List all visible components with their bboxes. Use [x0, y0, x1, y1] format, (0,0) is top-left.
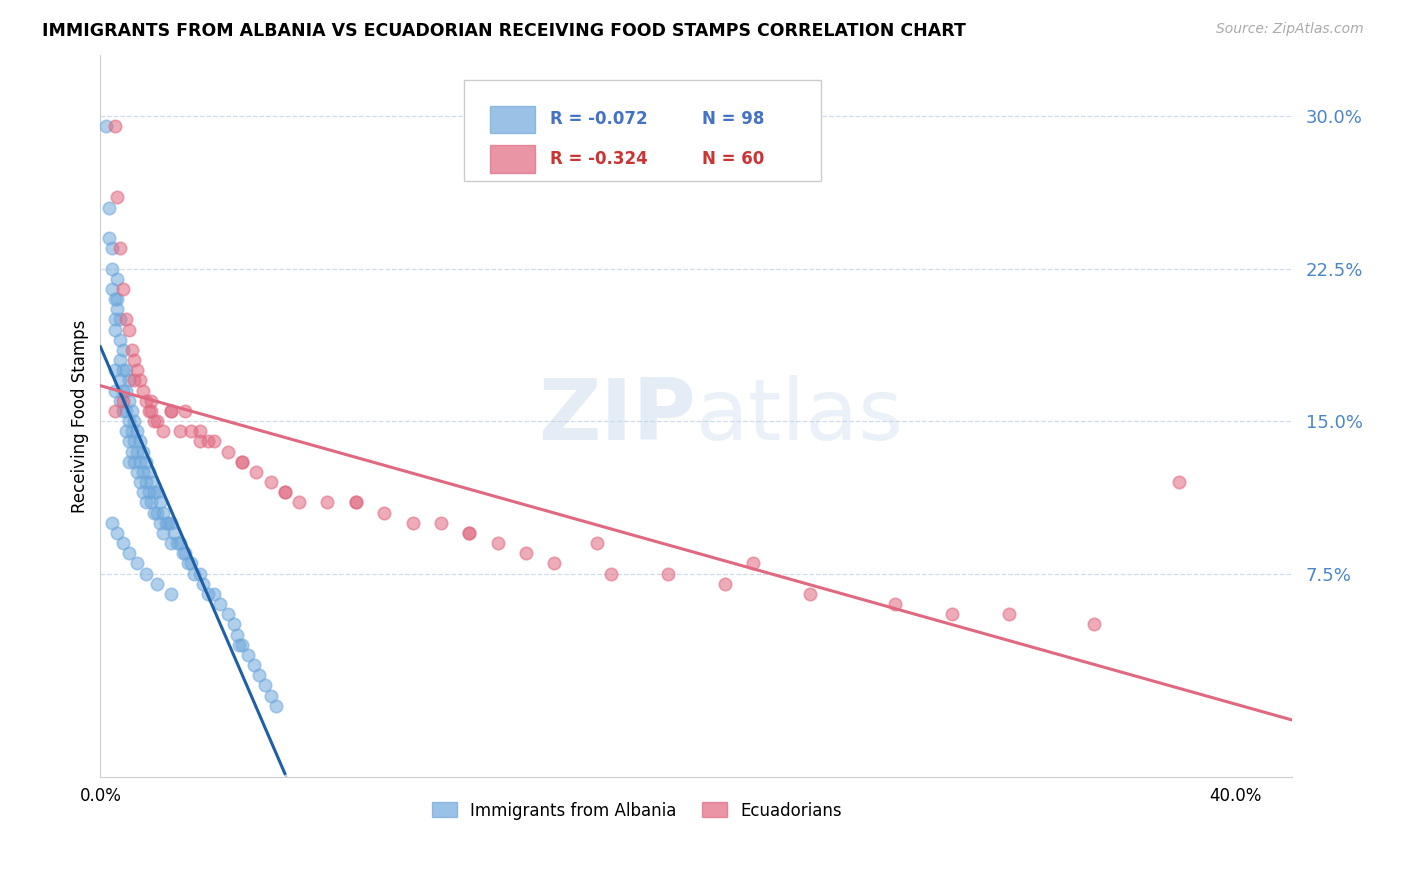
Y-axis label: Receiving Food Stamps: Receiving Food Stamps: [72, 319, 89, 513]
FancyBboxPatch shape: [491, 105, 536, 133]
Text: N = 60: N = 60: [702, 150, 765, 168]
Text: R = -0.072: R = -0.072: [550, 111, 647, 128]
FancyBboxPatch shape: [464, 80, 821, 181]
Text: ZIP: ZIP: [538, 375, 696, 458]
FancyBboxPatch shape: [491, 145, 536, 173]
Text: R = -0.324: R = -0.324: [550, 150, 648, 168]
Text: N = 98: N = 98: [702, 111, 765, 128]
Text: Source: ZipAtlas.com: Source: ZipAtlas.com: [1216, 22, 1364, 37]
Legend: Immigrants from Albania, Ecuadorians: Immigrants from Albania, Ecuadorians: [425, 795, 848, 826]
Text: IMMIGRANTS FROM ALBANIA VS ECUADORIAN RECEIVING FOOD STAMPS CORRELATION CHART: IMMIGRANTS FROM ALBANIA VS ECUADORIAN RE…: [42, 22, 966, 40]
Text: atlas: atlas: [696, 375, 904, 458]
